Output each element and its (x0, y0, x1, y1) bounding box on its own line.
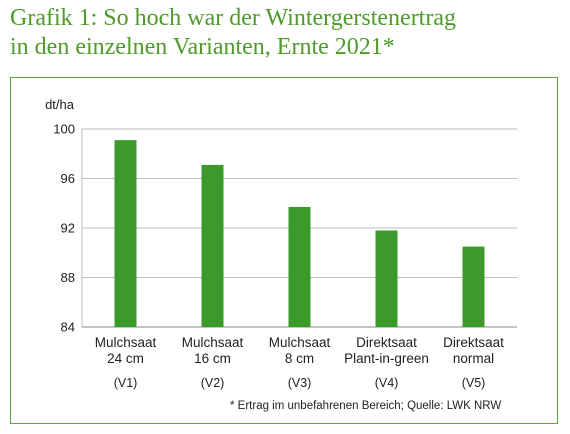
x-category-label: normal (453, 351, 494, 366)
chart-title-line-2: in den einzelnen Varianten, Ernte 2021* (10, 34, 395, 60)
y-tick-label: 100 (53, 122, 75, 137)
y-tick-label: 88 (61, 270, 75, 285)
y-tick-label: 84 (61, 320, 75, 335)
chart-frame (10, 77, 558, 424)
x-category-label: 16 cm (194, 351, 231, 366)
bar (375, 230, 398, 327)
y-axis-label: dt/ha (45, 97, 75, 112)
footnote: * Ertrag im unbefahrenen Bereich; Quelle… (230, 400, 502, 412)
chart-title-line-1: Grafik 1: So hoch war der Wintergerstene… (10, 5, 456, 31)
y-tick-label: 92 (61, 221, 75, 236)
bar (114, 140, 137, 327)
x-category-code: (V1) (114, 376, 138, 390)
bar (201, 164, 224, 327)
x-category-label: Plant-in-green (344, 351, 429, 366)
x-category-code: (V2) (201, 376, 225, 390)
bar (462, 246, 485, 327)
x-category-label: Direktsaat (443, 335, 504, 350)
x-category-label: 24 cm (107, 351, 144, 366)
x-category-label: Direktsaat (356, 335, 417, 350)
x-category-code: (V3) (288, 376, 312, 390)
y-tick-label: 96 (61, 171, 75, 186)
x-category-label: Mulchsaat (95, 335, 157, 350)
x-category-label: 8 cm (285, 351, 314, 366)
x-category-label: Mulchsaat (269, 335, 331, 350)
x-category-code: (V4) (375, 376, 399, 390)
chart-title: Grafik 1: So hoch war der Wintergerstene… (10, 4, 565, 62)
x-category-code: (V5) (462, 376, 486, 390)
x-category-label: Mulchsaat (182, 335, 244, 350)
bar (288, 206, 311, 327)
